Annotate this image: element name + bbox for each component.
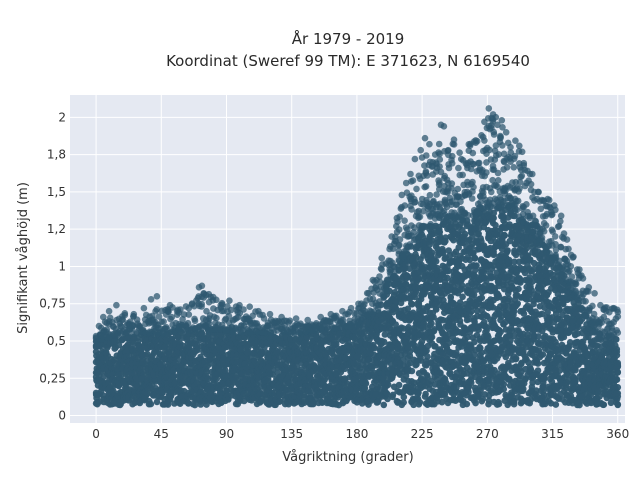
data-point	[492, 221, 499, 229]
data-point	[512, 355, 520, 362]
data-point	[513, 301, 521, 309]
data-point	[474, 363, 481, 371]
data-point	[483, 326, 491, 334]
data-point	[500, 385, 508, 393]
data-point	[132, 374, 140, 382]
data-point	[391, 305, 399, 312]
data-point	[424, 353, 431, 360]
data-point	[515, 285, 522, 293]
data-point	[496, 336, 503, 344]
data-point	[428, 249, 436, 256]
data-point	[408, 367, 416, 375]
data-point	[378, 337, 386, 345]
data-point	[471, 254, 479, 262]
data-point	[532, 317, 540, 324]
data-point	[416, 399, 424, 406]
data-point	[170, 373, 177, 381]
data-point	[501, 232, 509, 239]
data-point	[194, 346, 201, 354]
data-point	[393, 275, 401, 282]
data-point	[432, 258, 440, 265]
data-point	[435, 228, 442, 235]
data-point	[354, 352, 362, 360]
data-point	[459, 293, 466, 301]
data-point	[166, 351, 173, 358]
data-point	[203, 401, 210, 408]
data-point	[472, 399, 479, 407]
data-point	[566, 342, 573, 350]
data-point	[115, 341, 123, 349]
data-point	[495, 400, 503, 408]
data-point	[197, 401, 204, 408]
data-point	[576, 318, 584, 325]
data-points	[92, 105, 622, 409]
data-point	[408, 300, 415, 307]
data-point	[383, 389, 390, 397]
data-point	[395, 381, 403, 389]
data-point	[380, 401, 388, 409]
data-point	[435, 322, 443, 330]
data-point	[509, 309, 516, 317]
data-point	[142, 352, 150, 359]
data-point	[189, 400, 197, 408]
data-point	[147, 400, 155, 408]
chart-title-line-1: År 1979 - 2019	[292, 29, 405, 48]
data-point	[488, 274, 495, 282]
data-point	[534, 360, 542, 367]
data-point	[428, 320, 435, 327]
data-point	[129, 341, 136, 349]
data-point	[503, 249, 510, 256]
data-point	[539, 351, 547, 358]
chart-title-line-2: Koordinat (Sweref 99 TM): E 371623, N 61…	[166, 52, 530, 70]
data-point	[149, 352, 156, 360]
data-point	[480, 269, 488, 276]
data-point	[442, 237, 449, 245]
data-point	[422, 390, 429, 398]
data-point	[463, 400, 471, 408]
data-point	[520, 380, 528, 387]
data-point	[458, 282, 466, 289]
data-point	[552, 401, 560, 408]
data-point	[103, 349, 110, 356]
data-point	[190, 351, 197, 358]
data-point	[461, 230, 469, 238]
data-point	[153, 398, 161, 406]
data-point	[468, 244, 475, 251]
data-point	[400, 399, 408, 406]
data-point	[374, 398, 382, 406]
